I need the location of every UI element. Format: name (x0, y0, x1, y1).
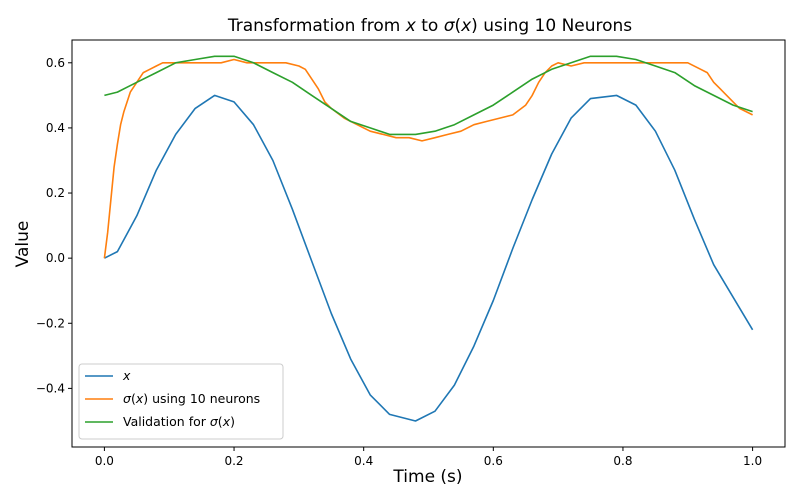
y-axis-ticks: −0.4 −0.2 0.0 0.2 0.4 0.6 (36, 56, 72, 395)
x-tick-label: 0.2 (224, 454, 243, 468)
y-tick-label: −0.2 (36, 316, 65, 330)
y-tick-label: 0.6 (46, 56, 65, 70)
legend-label-sigma: σ(x) using 10 neurons (123, 391, 260, 406)
x-tick-label: 0.4 (354, 454, 373, 468)
x-tick-label: 0.8 (613, 454, 632, 468)
y-axis-title: Value (13, 221, 33, 268)
x-tick-label: 1.0 (743, 454, 762, 468)
legend: x σ(x) using 10 neurons Validation for σ… (78, 363, 284, 440)
series-x-line (104, 94, 754, 422)
y-tick-label: −0.4 (36, 381, 65, 395)
legend-label-x: x (122, 368, 131, 383)
series-layer (103, 55, 754, 422)
x-tick-label: 0.0 (95, 454, 114, 468)
y-tick-label: 0.4 (46, 121, 65, 135)
plot-frame (71, 39, 786, 448)
y-tick-label: 0.2 (46, 186, 65, 200)
chart-title: Transformation from x to σ(x) using 10 N… (227, 16, 632, 36)
x-tick-label: 0.6 (484, 454, 503, 468)
x-axis-title: Time (s) (392, 467, 462, 487)
legend-label-validation: Validation for σ(x) (123, 414, 235, 429)
y-tick-label: 0.0 (46, 251, 65, 265)
x-axis-ticks: 0.0 0.2 0.4 0.6 0.8 1.0 (95, 447, 762, 468)
series-sigma-line (103, 58, 753, 259)
series-validation-line (104, 55, 753, 136)
legend-box (78, 363, 284, 440)
